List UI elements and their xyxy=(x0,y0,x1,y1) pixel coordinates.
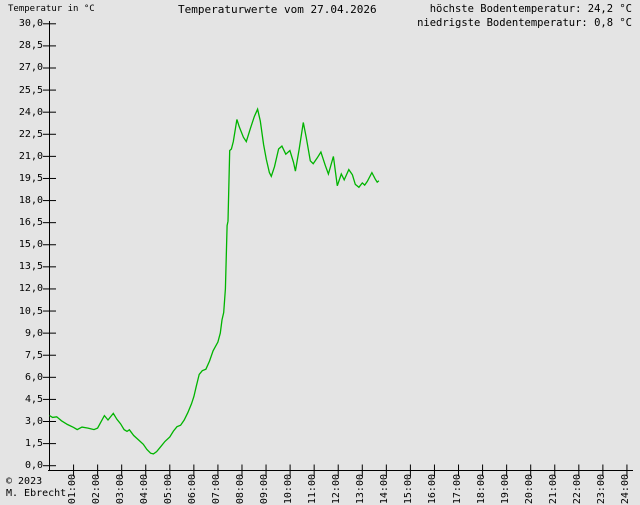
x-tick-label: 22:00 xyxy=(571,474,583,505)
x-tick-label: 10:00 xyxy=(283,474,295,505)
y-tick-label: 0,0 xyxy=(24,460,43,472)
y-tick-label: 27,0 xyxy=(18,62,43,74)
x-tick-label: 19:00 xyxy=(499,474,511,505)
copyright-author: M. Ebrecht xyxy=(6,488,67,499)
x-tick-label: 16:00 xyxy=(427,474,439,505)
x-tick-label: 24:00 xyxy=(619,474,631,505)
y-tick-label: 30,0 xyxy=(18,18,43,30)
x-tick-label: 04:00 xyxy=(138,474,150,505)
x-tick-label: 06:00 xyxy=(186,474,198,505)
y-tick-label: 24,0 xyxy=(18,106,43,118)
y-tick-label: 18,0 xyxy=(18,195,43,207)
x-tick-label: 14:00 xyxy=(379,474,391,505)
x-tick-label: 20:00 xyxy=(523,474,535,505)
max-temperature-label: höchste Bodentemperatur: 24,2 °C xyxy=(429,3,632,15)
x-tick-label: 05:00 xyxy=(162,474,174,505)
y-tick-label: 4,5 xyxy=(24,393,43,405)
y-tick-label: 15,0 xyxy=(18,239,43,251)
x-tick-label: 11:00 xyxy=(307,474,319,505)
x-tick-label: 18:00 xyxy=(475,474,487,505)
y-axis-title: Temperatur in °C xyxy=(8,4,95,14)
x-tick-label: 03:00 xyxy=(114,474,126,505)
x-tick-label: 15:00 xyxy=(403,474,415,505)
y-tick-label: 13,5 xyxy=(18,261,43,273)
x-tick-label: 09:00 xyxy=(259,474,271,505)
y-tick-label: 22,5 xyxy=(18,128,43,140)
y-tick-label: 10,5 xyxy=(18,305,43,317)
y-tick-label: 9,0 xyxy=(24,327,43,339)
y-tick-label: 6,0 xyxy=(24,371,43,383)
x-tick-label: 08:00 xyxy=(234,474,246,505)
copyright-note: © 2023 M. Ebrecht xyxy=(6,476,66,500)
y-tick-label: 3,0 xyxy=(24,416,43,427)
chart-title: Temperaturwerte vom 27.04.2026 xyxy=(178,3,377,16)
y-tick-label: 7,5 xyxy=(24,349,43,361)
min-temperature-label: niedrigste Bodentemperatur: 0,8 °C xyxy=(417,17,632,29)
y-tick-label: 21,0 xyxy=(18,150,43,162)
x-tick-label: 21:00 xyxy=(547,474,559,505)
x-tick-label: 01:00 xyxy=(66,474,78,505)
y-tick-label: 28,5 xyxy=(18,40,43,52)
y-tick-label: 12,0 xyxy=(18,283,43,295)
x-tick-label: 02:00 xyxy=(90,474,102,505)
y-tick-label: 25,5 xyxy=(18,84,43,96)
y-tick-label: 1,5 xyxy=(24,438,43,450)
x-tick-label: 13:00 xyxy=(355,474,367,505)
x-tick-label: 17:00 xyxy=(451,474,463,505)
copyright-year: © 2023 xyxy=(6,476,43,487)
x-tick-label: 12:00 xyxy=(331,474,343,505)
temperature-line xyxy=(49,107,380,455)
x-tick-label: 07:00 xyxy=(210,474,222,505)
y-tick-label: 16,5 xyxy=(18,217,43,229)
y-tick-label: 19,5 xyxy=(18,172,43,184)
x-tick-label: 23:00 xyxy=(595,474,607,505)
axes xyxy=(43,21,633,477)
